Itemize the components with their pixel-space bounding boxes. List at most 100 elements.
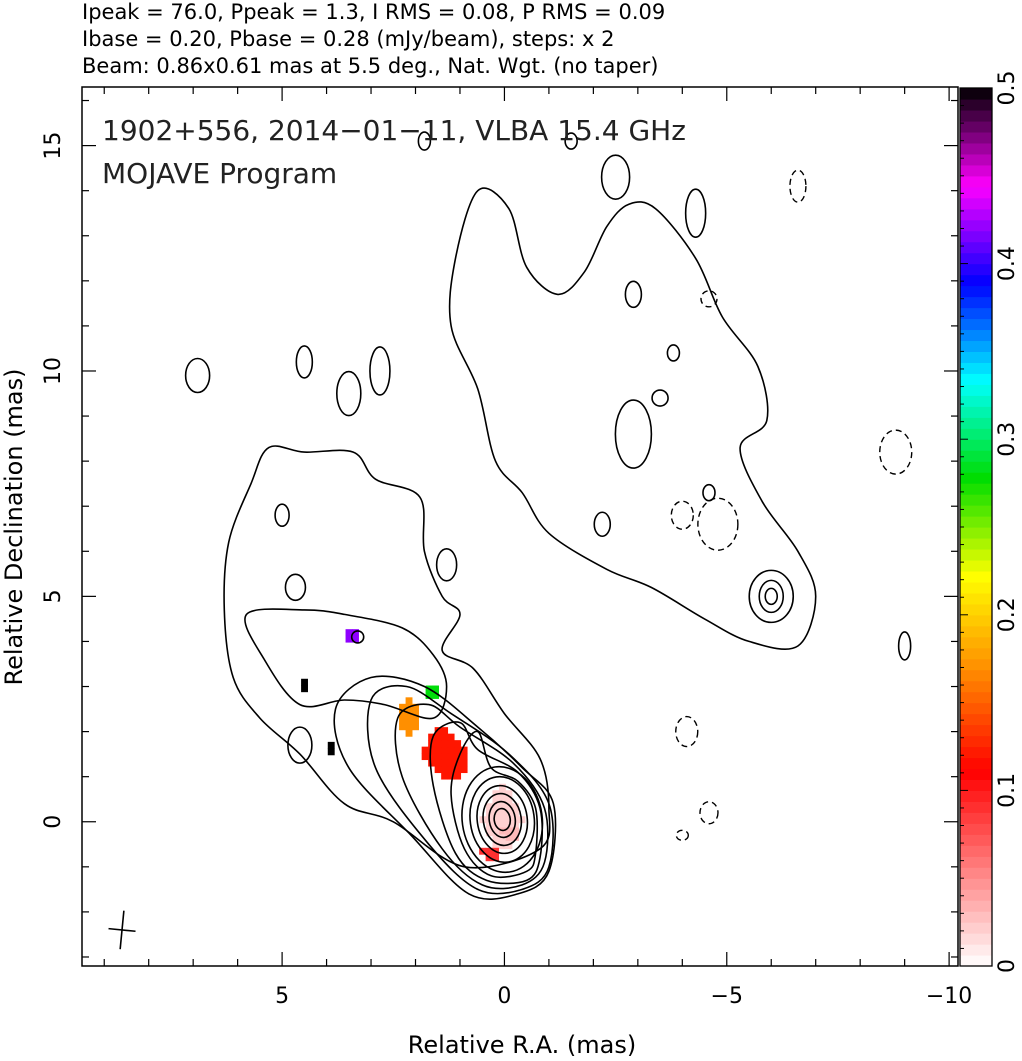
polarization-pixel <box>421 753 429 761</box>
colorbar-step <box>960 680 992 693</box>
colorbar-step <box>960 318 992 331</box>
polarization-pixel <box>454 766 462 774</box>
colorbar-step <box>960 867 992 879</box>
colorbar-step <box>960 197 992 210</box>
polarization-pixel <box>428 746 436 754</box>
polarization-pixel <box>454 746 462 754</box>
plot-frame <box>81 86 959 967</box>
polarization-pixel <box>441 740 449 748</box>
colorbar-step <box>960 955 992 967</box>
colorbar-step <box>960 559 992 572</box>
colorbar-step <box>960 603 992 616</box>
polarization-pixel <box>505 834 513 841</box>
colorbar: 0 0.1 0.2 0.3 0.4 0.5 <box>959 71 1020 973</box>
polarization-pixel <box>447 753 455 761</box>
lobe-contour <box>223 445 551 869</box>
colorbar-step <box>960 647 992 660</box>
colorbar-step <box>960 241 992 254</box>
jet-contour <box>394 703 549 890</box>
polarization-pixel <box>485 803 493 811</box>
colorbar-tick-label: 0.3 <box>995 422 1020 457</box>
polarization-pixel <box>492 835 500 843</box>
island-contour <box>284 573 307 602</box>
axis-tick-labels: 5 0 −5 −10 0 5 10 15 <box>41 132 972 1009</box>
polarization-pixel <box>434 759 442 767</box>
colorbar-step <box>960 812 992 824</box>
colorbar-step <box>960 757 992 770</box>
polarization-pixel <box>512 827 520 835</box>
island-contour <box>651 389 669 407</box>
polarization-pixel <box>505 790 513 798</box>
colorbar-tick-label: 0.2 <box>995 597 1020 632</box>
colorbar-step <box>960 428 992 440</box>
polarization-pixel <box>505 842 513 850</box>
negative-contour <box>700 290 718 308</box>
colorbar-step <box>960 186 992 199</box>
polarization-pixel <box>447 759 455 767</box>
island-contour <box>417 131 432 151</box>
x-tick-label: 0 <box>497 984 511 1009</box>
polarization-pixel <box>434 733 442 741</box>
core-contour <box>476 784 529 855</box>
y-tick-label: 10 <box>41 357 66 385</box>
jet-contour <box>429 721 544 885</box>
polarization-pixel <box>498 803 506 811</box>
colorbar-tick-label: 0.4 <box>995 246 1020 281</box>
island-contour <box>614 399 653 469</box>
polarization-pixel <box>412 723 419 731</box>
polarization-pixel <box>492 816 500 824</box>
colorbar-step <box>960 691 992 704</box>
colorbar-step <box>960 417 992 429</box>
polarization-pixel <box>492 829 500 837</box>
island-contour <box>274 503 290 528</box>
colorbar-step <box>960 900 992 912</box>
y-tick-label: 0 <box>41 815 66 829</box>
negative-contour <box>697 497 739 551</box>
colorbar-step <box>960 307 992 320</box>
colorbar-step <box>960 109 992 122</box>
colorbar-step <box>960 658 992 671</box>
polarization-pixel <box>425 692 433 699</box>
polarization-pixel <box>492 854 500 862</box>
colorbar-gradient <box>960 88 992 967</box>
beam-marker <box>108 910 136 950</box>
polarization-pixel <box>421 746 429 754</box>
colorbar-step <box>960 395 992 407</box>
polarization-pixel <box>441 727 449 735</box>
core-contour <box>482 792 523 847</box>
polarization-pixel <box>352 629 359 637</box>
island-contour <box>435 548 458 582</box>
x-axis-label: Relative R.A. (mas) <box>408 1031 636 1059</box>
colorbar-step <box>960 219 992 232</box>
polarization-pixel <box>441 746 449 754</box>
island-contour <box>600 154 631 200</box>
polarization-pixel <box>399 716 406 724</box>
colorbar-step <box>960 461 992 473</box>
polarization-pixel <box>498 809 506 817</box>
colorbar-step <box>960 384 992 396</box>
polarization-pixel <box>485 822 493 830</box>
polarization-pixel <box>511 803 519 811</box>
polarization-pixel <box>441 759 449 767</box>
polarization-pixel <box>434 746 442 754</box>
polarization-pixel <box>352 635 359 643</box>
island-contour <box>184 357 211 394</box>
polarization-pixel <box>505 827 513 835</box>
colorbar-step <box>960 933 992 945</box>
polarization-pixel <box>447 740 455 748</box>
x-tick-label: 5 <box>275 984 289 1009</box>
y-tick-label: 15 <box>41 132 66 160</box>
colorbar-step <box>960 746 992 759</box>
island-contour <box>666 344 681 362</box>
polarization-pixel <box>441 733 449 741</box>
x-tick-label: −5 <box>711 984 743 1009</box>
island-contour <box>369 346 391 396</box>
polarization-pixel <box>399 710 406 718</box>
colorbar-step <box>960 702 992 715</box>
colorbar-step <box>960 88 992 100</box>
polarization-pixel <box>454 772 462 780</box>
polarization-pixel <box>428 759 436 767</box>
colorbar-step <box>960 548 992 561</box>
header-line-1: Ipeak = 76.0, Ppeak = 1.3, I RMS = 0.08,… <box>82 0 665 24</box>
negative-contour <box>789 169 807 203</box>
